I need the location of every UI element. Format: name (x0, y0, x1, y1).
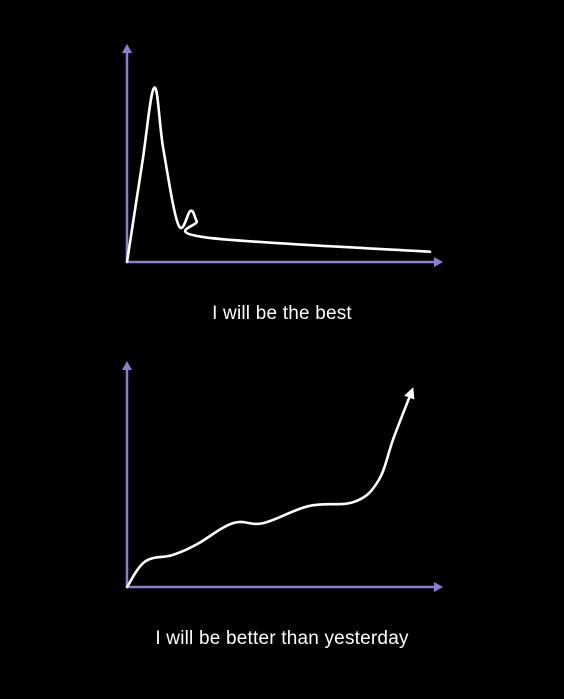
chart-caption-bottom: I will be better than yesterday (155, 628, 409, 649)
series-arrowhead (404, 387, 415, 400)
series (125, 387, 415, 589)
x-axis-arrow (434, 257, 443, 267)
y-axis-arrow (122, 361, 132, 370)
series (125, 86, 432, 264)
x-axis-arrow (434, 582, 443, 592)
axes (122, 44, 443, 267)
series-line (125, 86, 432, 264)
chart-caption-top: I will be the best (212, 303, 352, 324)
y-axis-arrow (122, 44, 132, 53)
chart-i-will-be-better-than-yesterday (122, 361, 443, 592)
axes (122, 361, 443, 592)
chart-i-will-be-the-best (122, 44, 443, 267)
series-line (125, 389, 414, 589)
